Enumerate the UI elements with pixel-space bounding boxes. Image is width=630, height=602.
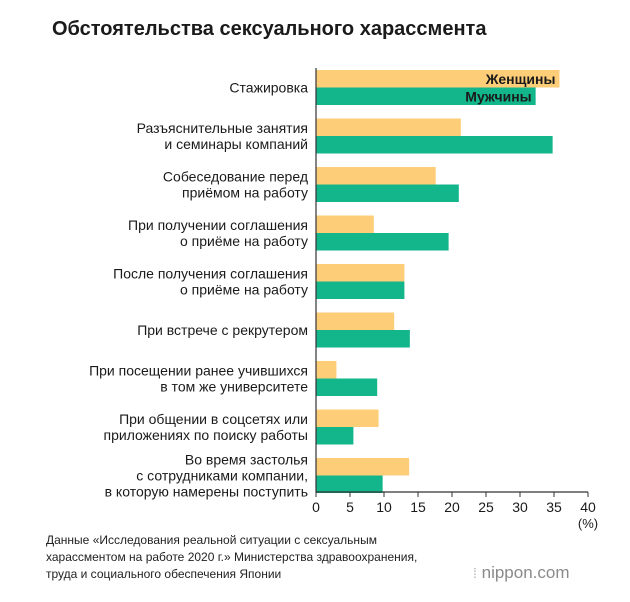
x-tick-label: 25 bbox=[478, 499, 494, 515]
x-tick-label: 20 bbox=[444, 499, 460, 515]
legend-men: Мужчины bbox=[465, 88, 531, 104]
category-label-line: При общении в соцсетях или bbox=[119, 411, 308, 427]
bar-women bbox=[316, 458, 410, 476]
category-label: После получения соглашения о приёме на ра… bbox=[113, 266, 308, 298]
category-label-line: При встрече с рекрутером bbox=[137, 322, 308, 338]
x-tick-label: 10 bbox=[376, 499, 392, 515]
source-note: Данные «Исследования реальной ситуации с… bbox=[46, 532, 486, 583]
category-label-line: приложениях по поиску работы bbox=[104, 427, 308, 443]
chart-title: Обстоятельства сексуального харассмента bbox=[52, 18, 487, 40]
bar-men bbox=[316, 330, 410, 348]
x-tick-label: 35 bbox=[546, 499, 562, 515]
x-tick-label: 5 bbox=[346, 499, 354, 515]
category-label: Разъяснительные занятия и семинары компан… bbox=[137, 120, 308, 152]
category-label: Стажировка bbox=[229, 80, 308, 96]
category-label-line: Стажировка bbox=[229, 80, 308, 96]
bar-chart: Стажировка Разъяснительные занятия и семин… bbox=[89, 68, 598, 531]
bar-men bbox=[316, 427, 354, 445]
category-label: Собеседование перед приёмом на работу bbox=[163, 169, 308, 201]
category-label: При получении соглашения о приёме на рабо… bbox=[128, 217, 308, 249]
bar-women bbox=[316, 361, 337, 379]
bar-men bbox=[316, 475, 383, 493]
category-label-line: в которую намерены поступить bbox=[105, 484, 308, 500]
category-label: Во время застолья с сотрудниками компании… bbox=[105, 452, 308, 500]
bar-men bbox=[316, 136, 553, 154]
bar-women bbox=[316, 264, 405, 282]
category-label-line: Собеседование перед bbox=[163, 169, 308, 185]
category-label-line: Во время застолья bbox=[185, 452, 308, 468]
category-label-line: о приёме на работу bbox=[180, 233, 308, 249]
dots-icon: ⁞ bbox=[473, 565, 477, 581]
category-label: При общении в соцсетях или приложениях по… bbox=[104, 411, 308, 443]
category-label-line: При посещении ранее учившихся bbox=[89, 363, 308, 379]
nippon-logo: ⁞ nippon.com bbox=[473, 563, 570, 583]
x-tick-label: 30 bbox=[512, 499, 528, 515]
category-label-line: с сотрудниками компании, bbox=[136, 468, 308, 484]
bar-men bbox=[316, 378, 378, 396]
x-tick-label: 15 bbox=[410, 499, 426, 515]
category-label-line: в том же университете bbox=[160, 379, 308, 395]
source-line: харассментом на работе 2020 г.» Министер… bbox=[46, 550, 418, 564]
bar-men bbox=[316, 184, 459, 202]
bar-women bbox=[316, 312, 395, 330]
category-label-line: После получения соглашения bbox=[113, 266, 308, 282]
category-label: При встрече с рекрутером bbox=[137, 322, 308, 338]
x-tick-label: 40 bbox=[580, 499, 596, 515]
category-label-line: о приёме на работу bbox=[180, 282, 308, 298]
bar-women bbox=[316, 118, 461, 136]
bar-women bbox=[316, 215, 374, 233]
bar-men bbox=[316, 87, 536, 105]
category-label-line: и семинары компаний bbox=[164, 136, 308, 152]
category-label-line: приёмом на работу bbox=[182, 185, 308, 201]
bar-women bbox=[316, 70, 560, 88]
source-line: Данные «Исследования реальной ситуации с… bbox=[46, 533, 377, 547]
x-tick-label: 0 bbox=[312, 499, 320, 515]
bar-women bbox=[316, 167, 436, 185]
source-line: труда и социального обеспечения Японии bbox=[46, 567, 282, 581]
category-label: При посещении ранее учившихся в том же ун… bbox=[89, 363, 308, 395]
category-label-line: Разъяснительные занятия bbox=[137, 120, 308, 136]
bar-men bbox=[316, 281, 405, 299]
bar-women bbox=[316, 409, 379, 427]
bar-men bbox=[316, 233, 449, 251]
logo-text: nippon.com bbox=[481, 563, 570, 582]
category-label-line: При получении соглашения bbox=[128, 217, 308, 233]
x-axis-unit: (%) bbox=[578, 516, 598, 531]
legend-women: Женщины bbox=[485, 71, 556, 87]
